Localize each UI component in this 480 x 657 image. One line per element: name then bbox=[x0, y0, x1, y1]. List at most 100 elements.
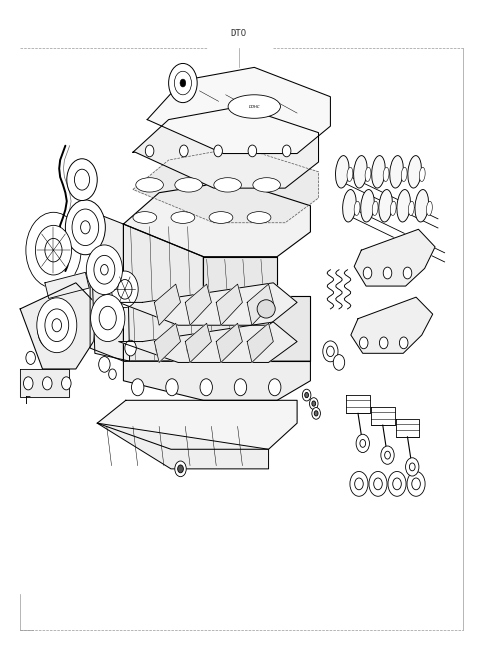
Circle shape bbox=[45, 238, 62, 262]
Ellipse shape bbox=[379, 190, 393, 222]
Polygon shape bbox=[396, 419, 420, 437]
Ellipse shape bbox=[426, 201, 432, 215]
Ellipse shape bbox=[383, 168, 389, 181]
Ellipse shape bbox=[397, 190, 410, 222]
Text: DTO: DTO bbox=[230, 29, 247, 38]
Ellipse shape bbox=[390, 201, 396, 215]
Polygon shape bbox=[133, 147, 319, 223]
Circle shape bbox=[383, 267, 392, 279]
Ellipse shape bbox=[214, 177, 241, 192]
Circle shape bbox=[52, 319, 61, 332]
Circle shape bbox=[399, 337, 408, 349]
Circle shape bbox=[234, 379, 247, 396]
Circle shape bbox=[178, 465, 183, 473]
Circle shape bbox=[374, 478, 382, 489]
Circle shape bbox=[412, 478, 420, 489]
Circle shape bbox=[99, 306, 116, 330]
Circle shape bbox=[282, 145, 291, 157]
Circle shape bbox=[111, 271, 138, 307]
Ellipse shape bbox=[390, 156, 403, 188]
Polygon shape bbox=[247, 323, 273, 363]
Ellipse shape bbox=[171, 212, 195, 223]
Circle shape bbox=[363, 267, 372, 279]
Circle shape bbox=[101, 265, 108, 275]
Ellipse shape bbox=[133, 212, 157, 223]
Circle shape bbox=[312, 407, 321, 419]
Circle shape bbox=[118, 279, 132, 299]
Polygon shape bbox=[147, 68, 330, 154]
Polygon shape bbox=[204, 257, 311, 361]
Circle shape bbox=[74, 170, 90, 190]
Ellipse shape bbox=[228, 95, 280, 118]
Ellipse shape bbox=[365, 168, 371, 181]
Circle shape bbox=[379, 337, 388, 349]
Circle shape bbox=[45, 309, 69, 342]
Circle shape bbox=[326, 346, 334, 357]
Polygon shape bbox=[133, 106, 319, 188]
Circle shape bbox=[26, 212, 81, 288]
Ellipse shape bbox=[354, 156, 367, 188]
Circle shape bbox=[407, 472, 425, 496]
Ellipse shape bbox=[361, 190, 374, 222]
Ellipse shape bbox=[247, 212, 271, 223]
Polygon shape bbox=[123, 181, 311, 257]
Ellipse shape bbox=[38, 314, 69, 350]
Circle shape bbox=[65, 200, 105, 255]
Circle shape bbox=[180, 79, 186, 87]
Polygon shape bbox=[155, 284, 180, 325]
Circle shape bbox=[381, 446, 394, 464]
Circle shape bbox=[125, 340, 136, 356]
Polygon shape bbox=[97, 423, 268, 469]
Circle shape bbox=[333, 355, 345, 371]
Polygon shape bbox=[155, 323, 180, 363]
Circle shape bbox=[166, 379, 178, 396]
Circle shape bbox=[214, 145, 222, 157]
Ellipse shape bbox=[209, 212, 233, 223]
Ellipse shape bbox=[372, 156, 385, 188]
Polygon shape bbox=[371, 407, 395, 425]
Circle shape bbox=[94, 256, 115, 284]
Circle shape bbox=[180, 145, 188, 157]
Circle shape bbox=[384, 451, 390, 459]
Circle shape bbox=[67, 159, 97, 200]
Text: $\Gamma$: $\Gamma$ bbox=[24, 394, 31, 406]
Circle shape bbox=[312, 401, 316, 406]
Ellipse shape bbox=[347, 168, 353, 181]
Polygon shape bbox=[119, 283, 297, 325]
Ellipse shape bbox=[336, 156, 349, 188]
Polygon shape bbox=[354, 229, 435, 286]
Polygon shape bbox=[216, 323, 242, 363]
Polygon shape bbox=[45, 273, 89, 298]
Ellipse shape bbox=[415, 190, 429, 222]
Circle shape bbox=[61, 377, 71, 390]
Circle shape bbox=[72, 209, 99, 246]
Polygon shape bbox=[123, 224, 204, 361]
Ellipse shape bbox=[354, 201, 360, 215]
Circle shape bbox=[156, 340, 167, 356]
Ellipse shape bbox=[253, 177, 280, 192]
Circle shape bbox=[356, 434, 370, 453]
Ellipse shape bbox=[401, 168, 407, 181]
Ellipse shape bbox=[343, 190, 356, 222]
Polygon shape bbox=[247, 284, 273, 325]
Circle shape bbox=[86, 245, 122, 294]
Circle shape bbox=[323, 341, 338, 362]
Circle shape bbox=[409, 463, 415, 471]
Polygon shape bbox=[185, 323, 212, 363]
Polygon shape bbox=[119, 322, 297, 363]
Circle shape bbox=[37, 298, 77, 353]
Circle shape bbox=[108, 369, 116, 380]
Circle shape bbox=[132, 379, 144, 396]
Circle shape bbox=[200, 379, 213, 396]
Polygon shape bbox=[97, 400, 297, 449]
Circle shape bbox=[187, 340, 198, 356]
Circle shape bbox=[248, 145, 257, 157]
Circle shape bbox=[350, 472, 368, 496]
Polygon shape bbox=[93, 283, 130, 361]
Text: DOHC: DOHC bbox=[249, 104, 260, 108]
Circle shape bbox=[36, 225, 72, 275]
Circle shape bbox=[175, 461, 186, 477]
Circle shape bbox=[403, 267, 412, 279]
Ellipse shape bbox=[175, 177, 203, 192]
Circle shape bbox=[355, 478, 363, 489]
